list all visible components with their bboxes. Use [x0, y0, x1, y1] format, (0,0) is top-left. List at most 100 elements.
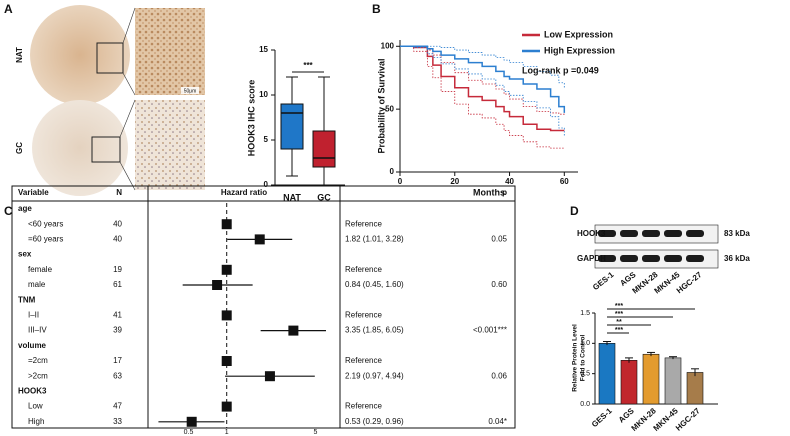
zoom-box: [91, 136, 121, 163]
column-header: p: [502, 188, 507, 197]
row-label: =60 years: [28, 235, 63, 244]
row-label: III–IV: [28, 326, 47, 335]
y-tick-label: 1.5: [580, 310, 590, 317]
blot-band-label: HOOK3: [577, 229, 606, 238]
zoom-image: [135, 8, 205, 95]
row-label: High: [28, 417, 44, 426]
column-header: Hazard ratio: [221, 188, 267, 197]
x-tick-label: GC: [317, 192, 331, 202]
significance-label: ***: [615, 327, 623, 334]
blot-band: [598, 230, 616, 237]
zoom-image: [135, 100, 205, 190]
hazard-marker: [212, 280, 223, 290]
ci-line: [400, 45, 565, 116]
bar: [664, 357, 682, 405]
blot-size-label: 36 kDa: [724, 254, 750, 263]
p-value: <0.001***: [473, 326, 507, 335]
hazard-label: 0.53 (0.29, 0.96): [345, 417, 404, 426]
p-value: 0.04*: [488, 417, 507, 426]
y-axis-label: HOOK3 IHC score: [246, 80, 256, 157]
legend-label: High Expression: [544, 45, 615, 55]
column-header: Variable: [18, 188, 49, 197]
y-tick-label: 50: [385, 104, 394, 113]
hazard-label: 0.84 (0.45, 1.60): [345, 280, 404, 289]
p-value: 0.60: [491, 280, 507, 289]
tissue-core: [30, 5, 130, 105]
hazard-marker: [221, 219, 232, 230]
row-label: male: [28, 280, 46, 289]
panel-label: D: [570, 204, 579, 218]
y-axis-label: Relative Protein Level: [572, 324, 579, 392]
image-label: NAT: [15, 47, 24, 63]
zoom-box: [96, 42, 124, 74]
lane-label: HGC-27: [675, 270, 704, 295]
hazard-label: 1.82 (1.01, 3.28): [345, 235, 404, 244]
y-tick-label: 10: [259, 90, 268, 99]
annotation: Log-rank p =0.049: [522, 65, 599, 75]
significance-label: ***: [303, 61, 313, 70]
scale-bar-label: 50μm: [184, 88, 197, 94]
hazard-marker: [221, 356, 232, 366]
x-tick-label: GES-1: [590, 406, 614, 429]
box: [312, 130, 336, 168]
blot-size-label: 83 kDa: [724, 229, 750, 238]
box: [280, 103, 304, 150]
y-tick-label: 0: [264, 180, 269, 189]
row-label: Low: [28, 402, 43, 411]
row-label: I–II: [28, 311, 39, 320]
p-value: 0.06: [491, 371, 507, 380]
row-n: 19: [113, 265, 122, 274]
significance-label: ***: [615, 303, 623, 310]
blot-band: [686, 230, 704, 237]
group-label: volume: [18, 341, 47, 350]
row-label: =2cm: [28, 356, 48, 365]
y-tick-label: 0: [390, 167, 395, 176]
row-n: 40: [113, 235, 122, 244]
legend-label: Low Expression: [544, 29, 613, 39]
zoom-line: [119, 161, 136, 191]
y-tick-label: 1.0: [580, 340, 590, 347]
panel-label: B: [372, 2, 381, 16]
x-tick-label: 0: [398, 177, 403, 186]
group-label: TNM: [18, 295, 36, 304]
hazard-label: 3.35 (1.85, 6.05): [345, 326, 404, 335]
blot-band: [642, 255, 660, 262]
zoom-line: [122, 7, 136, 44]
x-tick-label: NAT: [283, 192, 301, 202]
row-n: 39: [113, 326, 122, 335]
row-n: 33: [113, 417, 122, 426]
hazard-marker: [254, 234, 265, 245]
hazard-label: Reference: [345, 265, 382, 274]
hazard-label: Reference: [345, 356, 382, 365]
group-label: sex: [18, 250, 32, 259]
y-tick-label: 0.0: [580, 401, 590, 408]
row-n: 41: [113, 311, 122, 320]
bar: [686, 372, 704, 405]
hazard-label: Reference: [345, 219, 382, 228]
y-axis-label: Fold to Control: [580, 335, 587, 382]
bar: [598, 343, 616, 405]
group-label: age: [18, 204, 32, 213]
blot-band: [664, 230, 682, 237]
ci-line: [400, 45, 565, 136]
blot-band: [664, 255, 682, 262]
bar: [642, 353, 660, 405]
bar: [620, 360, 638, 405]
scale-bar-bg: [181, 87, 199, 94]
blot-band: [598, 255, 616, 262]
panel-label: C: [4, 204, 13, 218]
hazard-label: Reference: [345, 311, 382, 320]
p-value: 0.05: [491, 235, 507, 244]
row-label: <60 years: [28, 219, 63, 228]
row-n: 61: [113, 280, 122, 289]
row-n: 63: [113, 371, 122, 380]
zoom-line: [122, 72, 136, 96]
x-tick-label: 5: [314, 429, 318, 436]
hazard-marker: [221, 401, 232, 412]
micrographs: [30, 5, 205, 196]
panel-label: A: [4, 2, 13, 16]
y-tick-label: 5: [264, 135, 269, 144]
row-n: 40: [113, 219, 122, 228]
